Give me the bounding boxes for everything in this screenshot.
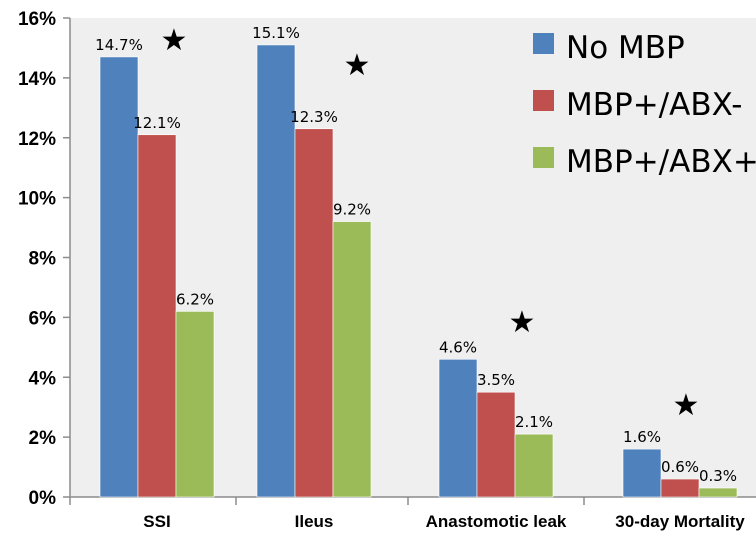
y-tick-label: 14% xyxy=(18,69,56,90)
x-tick-label: 30-day Mortality xyxy=(615,512,745,531)
bar xyxy=(438,358,478,498)
data-label: 12.1% xyxy=(133,114,181,132)
legend-swatch xyxy=(533,147,554,168)
data-label: 15.1% xyxy=(252,24,300,42)
x-tick-label: SSI xyxy=(143,512,170,531)
y-tick-label: 4% xyxy=(29,368,57,389)
y-tick-label: 6% xyxy=(29,308,57,329)
data-label: 14.7% xyxy=(95,36,143,54)
bar xyxy=(514,433,554,498)
legend-label: MBP+/ABX- xyxy=(566,87,742,123)
data-label: 4.6% xyxy=(439,338,477,356)
data-label: 9.2% xyxy=(333,201,371,219)
bar xyxy=(99,56,139,498)
data-label: 12.3% xyxy=(290,108,338,126)
significance-star-icon: ★ xyxy=(509,305,536,340)
legend-swatch xyxy=(533,33,554,54)
bar xyxy=(476,391,516,498)
legend-label: MBP+/ABX+ xyxy=(566,144,756,180)
x-tick-label: Anastomotic leak xyxy=(426,512,567,531)
bar xyxy=(622,448,662,498)
data-label: 0.3% xyxy=(699,467,737,485)
y-tick-label: 0% xyxy=(29,488,57,509)
legend-swatch xyxy=(533,90,554,111)
bar xyxy=(137,134,177,498)
y-tick-label: 12% xyxy=(18,129,56,150)
data-label: 2.1% xyxy=(515,413,553,431)
x-tick-label: Ileus xyxy=(295,512,334,531)
data-label: 3.5% xyxy=(477,371,515,389)
data-label: 0.6% xyxy=(661,458,699,476)
y-tick-label: 8% xyxy=(29,249,57,270)
bar xyxy=(698,487,738,498)
data-label: 1.6% xyxy=(623,428,661,446)
y-tick-label: 10% xyxy=(18,189,56,210)
bar xyxy=(660,478,700,498)
significance-star-icon: ★ xyxy=(673,388,700,423)
y-tick-label: 2% xyxy=(29,428,57,449)
bar xyxy=(175,311,215,498)
legend-label: No MBP xyxy=(566,30,685,66)
bar xyxy=(332,221,372,498)
bar xyxy=(294,128,334,498)
significance-star-icon: ★ xyxy=(161,23,188,58)
significance-star-icon: ★ xyxy=(344,48,371,83)
data-label: 6.2% xyxy=(176,290,214,308)
bar xyxy=(256,44,296,498)
y-tick-label: 16% xyxy=(18,9,56,30)
